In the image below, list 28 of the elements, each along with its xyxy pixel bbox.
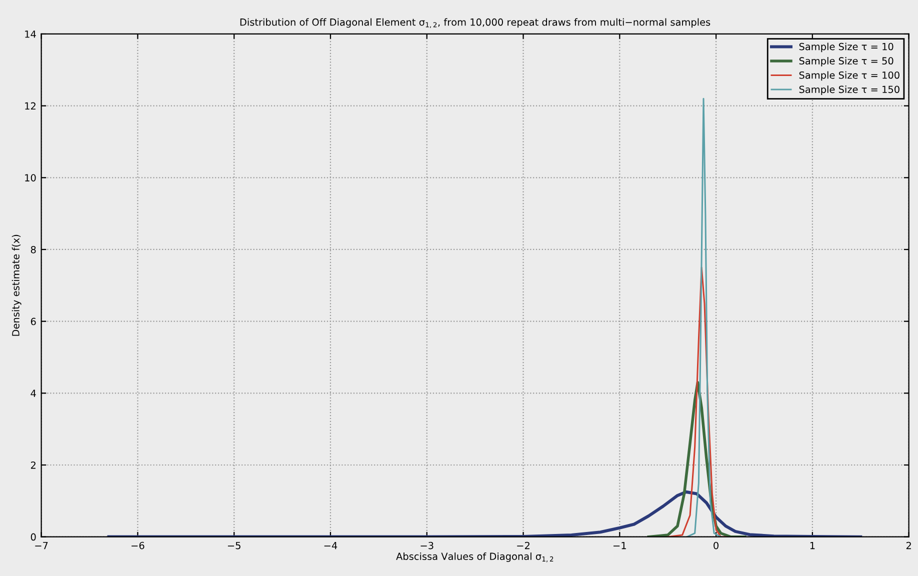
line-series [686, 98, 722, 537]
y-tick-label: 14 [25, 30, 36, 38]
x-tick-label: −4 [324, 542, 338, 550]
legend-label: Sample Size τ = 150 [799, 86, 900, 95]
legend-label: Sample Size τ = 50 [799, 57, 894, 66]
x-tick-label: 0 [714, 542, 718, 550]
legend-label: Sample Size τ = 10 [799, 42, 894, 52]
x-tick-label: −5 [228, 542, 240, 550]
y-axis-title: Density estimate f(x) [12, 234, 22, 336]
line-series [667, 266, 726, 537]
x-tick-label: −1 [614, 542, 626, 550]
legend-label: Sample Size τ = 100 [799, 71, 900, 81]
y-tick-label: 8 [30, 246, 36, 254]
y-tick-label: 2 [30, 461, 36, 469]
x-tick-label: 1 [810, 542, 815, 550]
line-series [107, 490, 862, 537]
chart-title: Distribution of Off Diagonal Element σ$_{1,2}$, from 10,000 repeat draws from multi−normal samples [240, 18, 710, 28]
y-tick-label: 6 [30, 318, 36, 326]
x-tick-label: −6 [132, 542, 144, 550]
y-tick-label: 4 [30, 390, 36, 397]
x-axis-title: Abscissa Values of Diagonal σ$_{1,2}$ [396, 552, 554, 562]
x-tick-label: −7 [35, 542, 48, 550]
y-tick-label: 10 [25, 174, 36, 182]
x-tick-label: −2 [517, 542, 530, 550]
y-tick-label: 0 [30, 533, 36, 541]
y-tick-label: 12 [25, 102, 36, 110]
x-tick-label: 2 [906, 542, 911, 550]
x-tick-label: −3 [420, 542, 434, 550]
